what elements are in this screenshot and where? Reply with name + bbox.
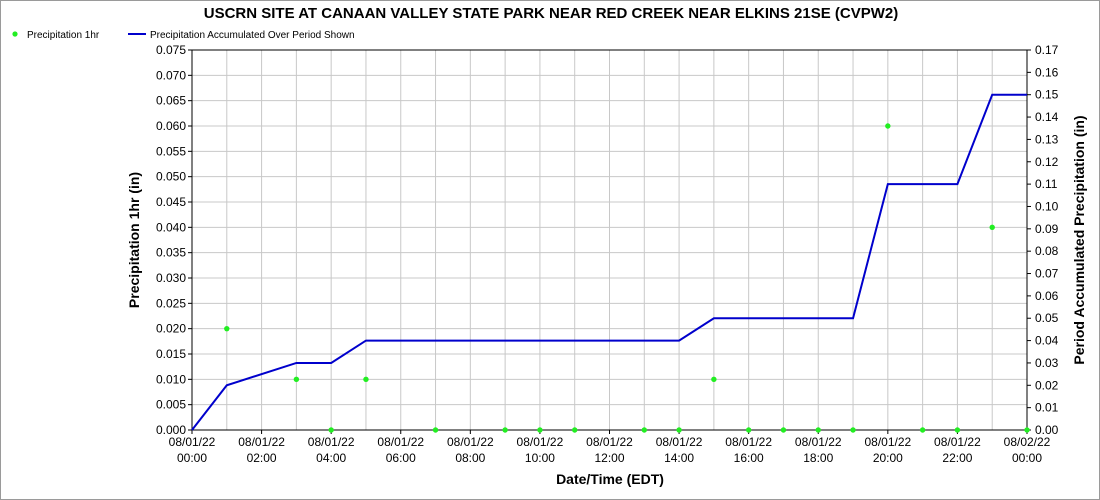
right-tick-label: 0.11 [1035, 177, 1058, 191]
x-tick-date: 08/01/22 [447, 435, 494, 449]
hourly-point [537, 427, 543, 433]
right-tick-label: 0.05 [1035, 311, 1059, 325]
left-tick-label: 0.020 [156, 322, 186, 336]
x-tick-time: 02:00 [247, 451, 277, 465]
right-tick-label: 0.00 [1035, 423, 1059, 437]
left-tick-label: 0.060 [156, 119, 186, 133]
x-tick-date: 08/01/22 [517, 435, 564, 449]
x-tick-date: 08/02/22 [1004, 435, 1051, 449]
x-tick-date: 08/01/22 [169, 435, 216, 449]
hourly-point [502, 427, 508, 433]
hourly-point [919, 427, 926, 433]
hourly-point [293, 376, 300, 383]
right-tick-label: 0.06 [1035, 289, 1059, 303]
left-tick-label: 0.045 [156, 195, 186, 209]
x-tick-time: 20:00 [873, 451, 903, 465]
y-axis-label-left: Precipitation 1hr (in) [126, 172, 142, 308]
left-tick-label: 0.015 [156, 347, 186, 361]
x-axis-label: Date/Time (EDT) [556, 471, 664, 487]
hourly-point [711, 376, 717, 383]
hourly-point [363, 376, 369, 383]
x-tick-date: 08/01/22 [238, 435, 285, 449]
left-tick-label: 0.010 [156, 372, 186, 386]
left-tick-label: 0.075 [156, 43, 186, 57]
right-tick-label: 0.08 [1035, 244, 1059, 258]
hourly-point [815, 427, 821, 433]
right-axis: 0.00 0.01 0.02 0.03 0.04 0.05 0.06 0.07 0.08 0.09… [1027, 43, 1059, 437]
accumulated-series [191, 93, 1027, 431]
hourly-point [432, 427, 439, 433]
hourly-point [676, 427, 682, 433]
x-tick-time: 08:00 [455, 451, 485, 465]
x-tick-time: 04:00 [316, 451, 346, 465]
right-tick-label: 0.03 [1035, 356, 1059, 370]
left-tick-label: 0.065 [156, 94, 186, 108]
right-tick-label: 0.02 [1035, 378, 1059, 392]
hourly-point [745, 427, 752, 433]
legend: Precipitation 1hr Precipitation Accumula… [12, 30, 355, 41]
left-tick-label: 0.005 [156, 398, 186, 412]
x-tick-time: 00:00 [1012, 451, 1042, 465]
grid [191, 49, 1028, 431]
right-tick-label: 0.13 [1035, 132, 1059, 146]
x-tick-time: 22:00 [942, 451, 972, 465]
hourly-point [572, 427, 578, 433]
right-tick-label: 0.07 [1035, 267, 1059, 281]
hourly-point [1024, 427, 1030, 433]
hourly-point [224, 325, 230, 332]
x-tick-date: 08/01/22 [586, 435, 633, 449]
right-tick-label: 0.14 [1035, 110, 1059, 124]
right-tick-label: 0.12 [1035, 155, 1059, 169]
hourly-point [954, 427, 961, 433]
left-tick-label: 0.070 [156, 68, 186, 82]
x-tick-time: 18:00 [803, 451, 833, 465]
x-tick-date: 08/01/22 [725, 435, 772, 449]
hourly-point [885, 123, 891, 129]
left-tick-label: 0.025 [156, 296, 186, 310]
left-tick-label: 0.030 [156, 271, 186, 285]
x-tick-time: 00:00 [177, 451, 207, 465]
x-tick-time: 16:00 [734, 451, 764, 465]
x-tick-time: 12:00 [594, 451, 624, 465]
right-tick-label: 0.01 [1035, 401, 1059, 415]
legend-marker-precip-1hr [12, 31, 18, 37]
left-tick-label: 0.050 [156, 170, 186, 184]
right-tick-label: 0.09 [1035, 222, 1059, 236]
right-tick-label: 0.04 [1035, 334, 1059, 348]
x-tick-date: 08/01/22 [377, 435, 424, 449]
right-tick-label: 0.10 [1035, 199, 1059, 213]
right-tick-label: 0.15 [1035, 88, 1059, 102]
left-tick-label: 0.040 [156, 220, 186, 234]
x-tick-date: 08/01/22 [864, 435, 911, 449]
y-axis-label-right: Period Accumulated Precipitation (in) [1071, 115, 1087, 364]
right-tick-label: 0.16 [1035, 65, 1059, 79]
x-tick-time: 06:00 [386, 451, 416, 465]
x-tick-date: 08/01/22 [656, 435, 703, 449]
left-axis: 0.000 0.005 0.010 0.015 0.020 0.025 0.030 0.035… [156, 43, 192, 437]
x-tick-date: 08/01/22 [795, 435, 842, 449]
hourly-series [224, 123, 1030, 433]
hourly-point [780, 427, 787, 433]
left-tick-label: 0.035 [156, 246, 186, 260]
x-tick-time: 14:00 [664, 451, 694, 465]
legend-label-precip-1hr: Precipitation 1hr [27, 30, 100, 41]
hourly-point [850, 427, 856, 433]
chart-title: USCRN SITE AT CANAAN VALLEY STATE PARK N… [204, 5, 899, 22]
hourly-point [328, 427, 334, 433]
x-tick-date: 08/01/22 [308, 435, 355, 449]
right-tick-label: 0.17 [1035, 43, 1059, 57]
legend-label-accumulated: Precipitation Accumulated Over Period Sh… [150, 30, 355, 41]
hourly-point [641, 427, 647, 433]
x-axis: 08/01/22 00:00 08/01/22 02:00 08/01/22 04:00 0… [169, 430, 1051, 465]
left-tick-label: 0.055 [156, 144, 186, 158]
left-tick-label: 0.000 [156, 423, 186, 437]
accumulated-line [191, 93, 1027, 431]
x-tick-time: 10:00 [525, 451, 555, 465]
hourly-point [989, 224, 995, 231]
x-tick-date: 08/01/22 [934, 435, 981, 449]
